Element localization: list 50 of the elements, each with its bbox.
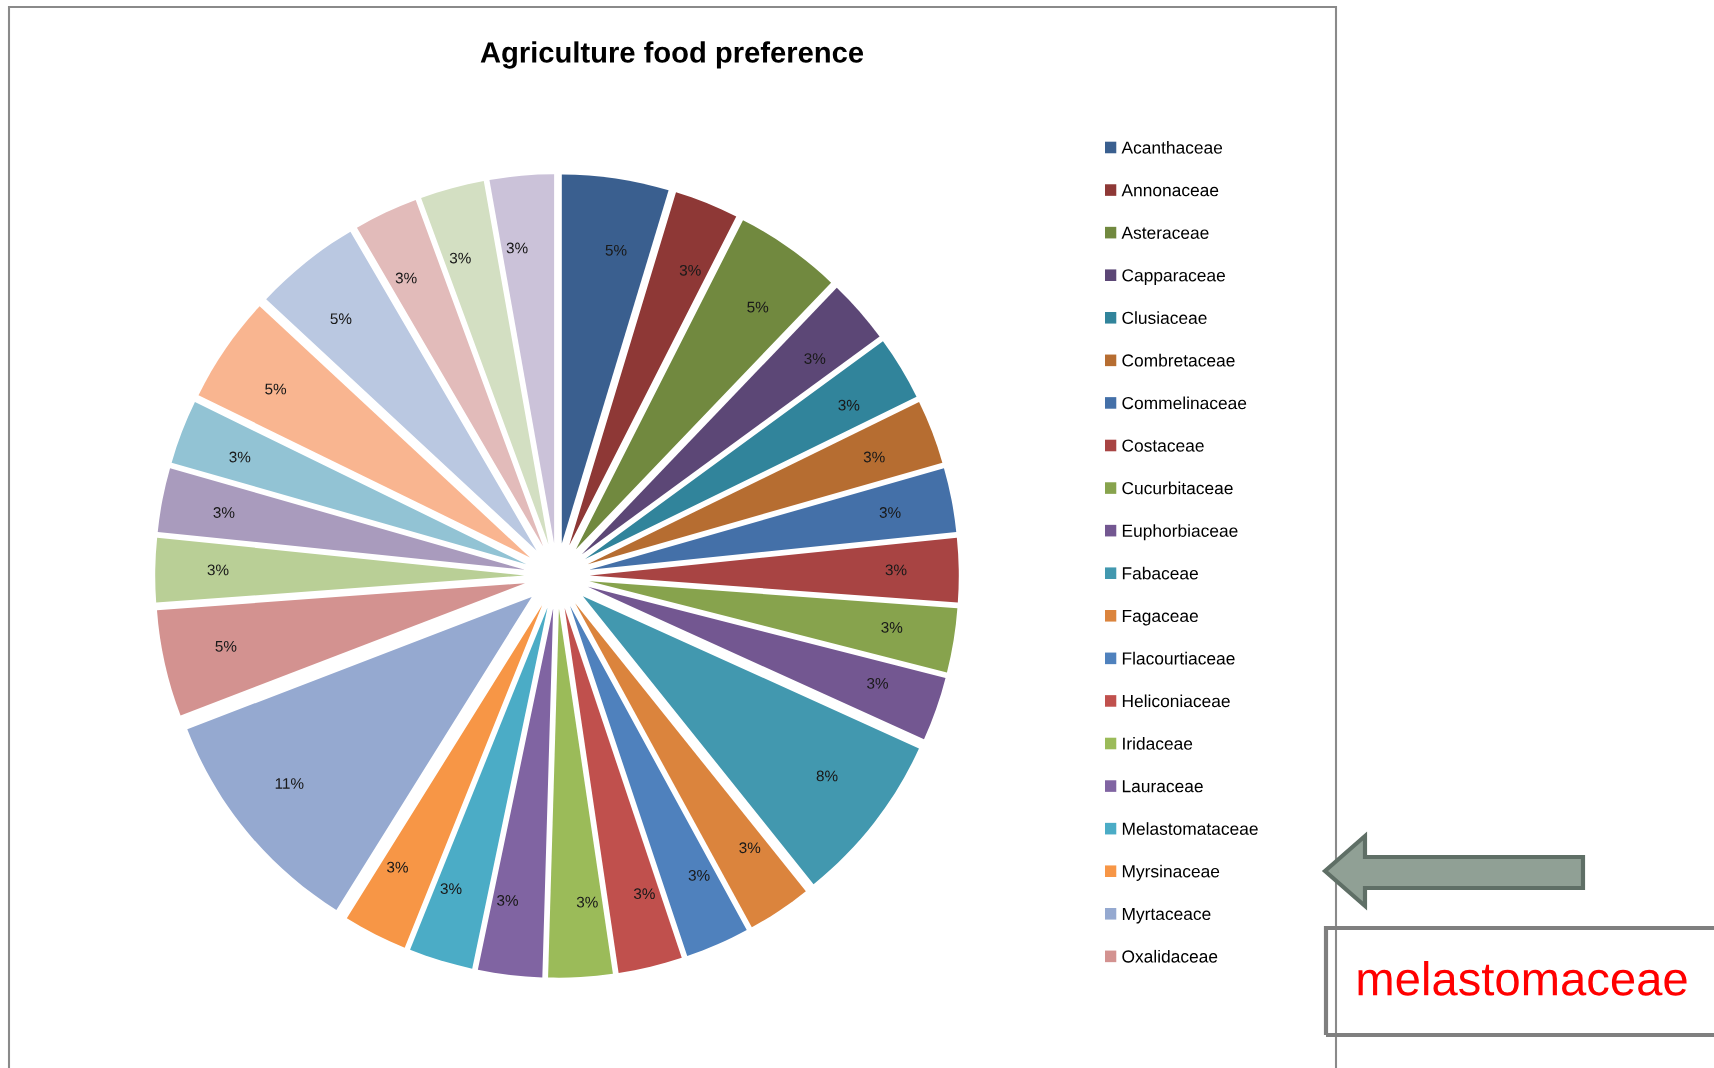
- data-label: 3%: [867, 677, 889, 689]
- legend-label: Asteraceae: [1121, 226, 1209, 239]
- legend-label: Costaceae: [1122, 439, 1204, 452]
- data-label: 3%: [838, 399, 860, 411]
- legend-label: Combretaceae: [1122, 353, 1235, 367]
- data-label: 3%: [207, 564, 229, 576]
- data-label: 3%: [440, 883, 462, 895]
- legend-label: Acanthaceae: [1121, 141, 1223, 154]
- data-label: 3%: [804, 353, 826, 364]
- data-label: 5%: [215, 640, 237, 652]
- data-label: 3%: [387, 861, 408, 873]
- legend-label: Fabaceae: [1122, 566, 1198, 580]
- data-label: 3%: [688, 869, 710, 881]
- legend-label: Myrsinaceae: [1122, 864, 1220, 881]
- data-label: 5%: [330, 313, 352, 325]
- data-label: 5%: [747, 301, 769, 313]
- legend-label: Oxalidaceae: [1122, 949, 1218, 963]
- legend-label: Iridaceae: [1123, 737, 1193, 750]
- legend-label: Clusiaceae: [1122, 311, 1207, 325]
- data-label: 3%: [739, 842, 761, 854]
- data-label: 3%: [863, 451, 885, 463]
- data-label: 3%: [679, 264, 701, 276]
- legend-label: Annonaceae: [1121, 184, 1219, 197]
- data-label: 3%: [449, 252, 471, 264]
- legend-label: Cucurbitaceae: [1122, 481, 1233, 495]
- data-label: 3%: [229, 451, 251, 463]
- legend-label: Flacourtiaceae: [1122, 651, 1235, 665]
- data-label: 3%: [885, 564, 907, 576]
- data-label: 3%: [881, 622, 903, 633]
- data-label: 3%: [395, 272, 417, 284]
- data-label: 3%: [213, 507, 235, 518]
- text: melastomaceae: [1358, 960, 1687, 996]
- legend-label: Commelinaceae: [1122, 396, 1247, 410]
- data-label: 3%: [879, 507, 901, 518]
- data-label: 3%: [576, 896, 598, 908]
- data-label: 3%: [633, 888, 655, 900]
- data-label: 3%: [506, 242, 528, 254]
- data-label: 3%: [497, 895, 519, 906]
- chart-title: Agriculture food preference: [480, 41, 864, 69]
- legend-label: Fagaceae: [1122, 609, 1198, 626]
- legend-label: Capparaceae: [1122, 269, 1225, 285]
- data-label: 11%: [275, 778, 304, 789]
- data-label: 5%: [265, 383, 287, 395]
- data-label: 5%: [605, 244, 627, 256]
- legend-label: Myrtaceace: [1122, 907, 1211, 924]
- legend-label: Euphorbiaceae: [1122, 524, 1238, 541]
- data-label: 8%: [816, 770, 838, 782]
- legend-label: Lauraceae: [1122, 780, 1203, 793]
- legend-label: Melastomataceae: [1122, 822, 1258, 835]
- legend-label: Heliconiaceae: [1122, 694, 1230, 708]
